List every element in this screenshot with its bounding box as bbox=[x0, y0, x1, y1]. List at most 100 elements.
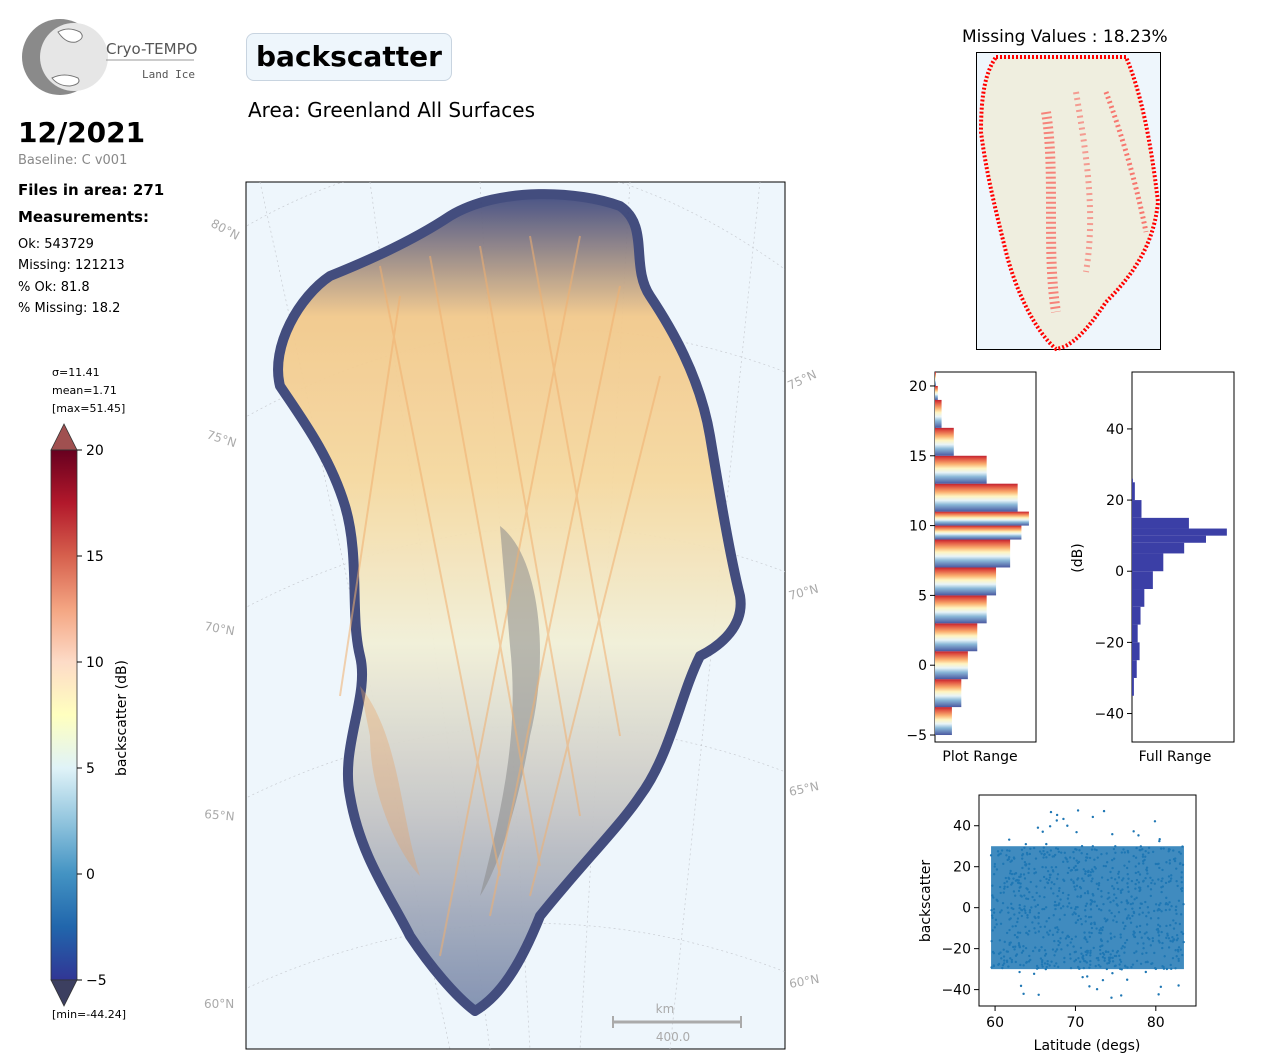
scatter-density bbox=[991, 846, 1184, 970]
scatter-ytick-label: −40 bbox=[941, 983, 971, 999]
scatter-xtick-label: 60 bbox=[986, 1015, 1004, 1031]
histogram-bar bbox=[1132, 624, 1138, 643]
histogram-bar bbox=[935, 595, 987, 624]
scatter-point bbox=[1022, 992, 1025, 996]
histogram-bar bbox=[935, 623, 978, 652]
scale-value: 400.0 bbox=[656, 1030, 690, 1044]
scatter-point bbox=[1120, 994, 1123, 997]
stat-pct-missing: % Missing: 18.2 bbox=[18, 301, 121, 316]
scatter-point bbox=[1086, 975, 1089, 978]
colorbar-tick-label: 20 bbox=[86, 443, 104, 459]
histogram-bar bbox=[1132, 606, 1141, 625]
scale-bar: km 400.0 bbox=[612, 1002, 742, 1044]
histogram-tick-label: 40 bbox=[1106, 422, 1124, 438]
scatter-point bbox=[1153, 820, 1157, 823]
scatter-point bbox=[1095, 988, 1099, 991]
stat-ok: Ok: 543729 bbox=[18, 237, 94, 252]
lat-label-65-right: 65°N bbox=[788, 779, 820, 799]
histogram-tick-label: 5 bbox=[918, 588, 927, 604]
scatter-point bbox=[1018, 970, 1021, 974]
scatter-ytick-label: −20 bbox=[941, 942, 971, 958]
histogram-bar bbox=[935, 372, 936, 386]
histogram-bar bbox=[1132, 535, 1206, 543]
latitude-scatter: 60 70 80 40 20 0 −20 −40 backscatter Latitude (… bbox=[918, 794, 1197, 1054]
colorbar-tick-label: 15 bbox=[86, 549, 104, 565]
lat-label-60-right: 60°N bbox=[788, 972, 820, 991]
colorbar-min-extend bbox=[50, 979, 78, 1007]
scatter-point bbox=[1036, 826, 1040, 829]
scale-unit: km bbox=[656, 1002, 675, 1016]
stat-pct-ok: % Ok: 81.8 bbox=[18, 280, 90, 295]
scatter-point bbox=[1088, 985, 1091, 988]
baseline-label: Baseline: C v001 bbox=[18, 153, 128, 168]
colorbar-max: [max=51.45] bbox=[52, 402, 126, 415]
colorbar-gradient bbox=[50, 449, 78, 981]
scatter-xtick-label: 80 bbox=[1147, 1015, 1165, 1031]
scatter-point bbox=[1048, 825, 1052, 828]
histogram-bar bbox=[935, 679, 962, 708]
full-range-histogram: 40 20 0 −20 −40 (dB) Full Range bbox=[1070, 371, 1235, 765]
scatter-point bbox=[1111, 972, 1114, 975]
colorbar-mean: mean=1.71 bbox=[52, 384, 117, 397]
scatter-point bbox=[1159, 985, 1163, 989]
scatter-point bbox=[1137, 834, 1140, 837]
scatter-point bbox=[1102, 809, 1106, 813]
scatter-point bbox=[1157, 993, 1160, 996]
histogram-tick-label: 0 bbox=[1115, 564, 1124, 580]
scatter-point bbox=[1158, 837, 1161, 841]
colorbar: 20 15 10 5 0 −5 backscatter (dB) bbox=[50, 423, 130, 1007]
histogram-tick-label: 15 bbox=[909, 449, 927, 465]
date-label: 12/2021 bbox=[18, 116, 146, 149]
scatter-point bbox=[1024, 842, 1028, 846]
greenland-landmass bbox=[273, 189, 746, 1016]
area-label: Area: Greenland All Surfaces bbox=[248, 98, 535, 122]
lat-label-70-right: 70°N bbox=[787, 582, 820, 603]
scatter-point bbox=[1111, 832, 1114, 836]
lat-label-80: 80°N bbox=[209, 216, 242, 243]
scatter-xtick-label: 70 bbox=[1067, 1015, 1085, 1031]
histogram-bar bbox=[935, 707, 952, 736]
lat-label-65-left: 65°N bbox=[204, 807, 235, 824]
scatter-ylabel: backscatter bbox=[918, 860, 934, 942]
lat-label-75-left: 75°N bbox=[205, 428, 238, 451]
scatter-point bbox=[1055, 813, 1059, 817]
cryo-tempo-logo-icon bbox=[22, 19, 194, 95]
logo: Cryo-TEMPO Land Ice bbox=[18, 16, 198, 100]
histogram-bar bbox=[935, 385, 938, 400]
scatter-point bbox=[1007, 838, 1011, 841]
scatter-ytick-label: 40 bbox=[953, 819, 971, 835]
histogram-tick-label: 0 bbox=[918, 658, 927, 674]
scatter-point bbox=[1037, 993, 1040, 997]
scatter-point bbox=[1177, 984, 1180, 987]
lat-labels: 80°N 75°N 70°N 65°N 60°N 75°N 70°N 65°N … bbox=[203, 216, 820, 1011]
histogram-bar bbox=[1132, 528, 1227, 536]
scatter-point bbox=[1041, 830, 1044, 833]
scatter-point bbox=[1101, 978, 1105, 982]
histogram-tick-label: 20 bbox=[909, 379, 927, 395]
scatter-point bbox=[1055, 819, 1058, 822]
scatter-point bbox=[1045, 842, 1048, 846]
histogram-bar bbox=[935, 651, 968, 680]
histogram-bar bbox=[935, 483, 1018, 512]
histogram-tick-label: −20 bbox=[1094, 635, 1124, 651]
colorbar-min: [min=-44.24] bbox=[52, 1008, 127, 1021]
scatter-ytick-label: 0 bbox=[962, 901, 971, 917]
variable-title: backscatter bbox=[246, 33, 452, 81]
colorbar-tick-label: 5 bbox=[86, 761, 95, 777]
scatter-point bbox=[1144, 970, 1148, 974]
histogram-tick-label: 20 bbox=[1106, 493, 1124, 509]
histogram-tick-label: 10 bbox=[909, 519, 927, 535]
histogram-bar bbox=[935, 525, 1022, 540]
histogram-bar bbox=[935, 455, 987, 484]
measurements-heading: Measurements: bbox=[18, 208, 149, 226]
missing-map bbox=[976, 52, 1161, 352]
greenland-map: 80°N 75°N 70°N 65°N 60°N 75°N 70°N 65°N … bbox=[203, 181, 820, 1050]
scatter-point bbox=[1049, 810, 1053, 814]
histogram-bar bbox=[1132, 478, 1133, 483]
histogram-bar bbox=[935, 511, 1029, 526]
lat-label-70-left: 70°N bbox=[203, 619, 235, 638]
scatter-point bbox=[1019, 984, 1023, 988]
plot-range-xlabel: Plot Range bbox=[942, 749, 1017, 765]
histogram-tick-label: −40 bbox=[1094, 707, 1124, 723]
scatter-point bbox=[1132, 830, 1135, 833]
